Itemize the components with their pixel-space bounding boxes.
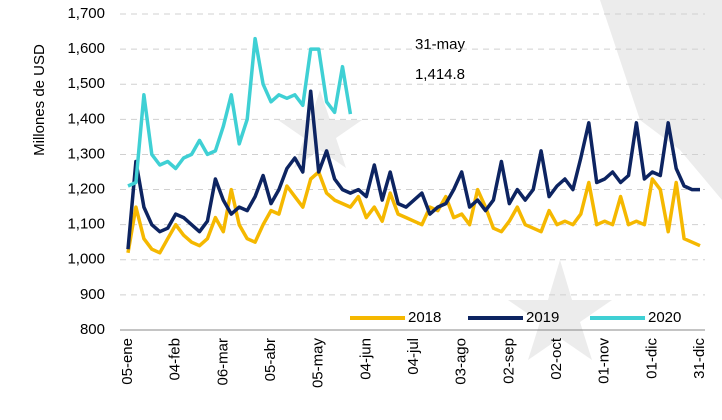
annotation: 1,414.8	[415, 66, 465, 83]
legend-label: 2019	[526, 309, 559, 326]
y-tick-label: 1,200	[67, 181, 105, 198]
x-tick-label: 03-ago	[453, 338, 470, 385]
y-tick-label: 1,300	[67, 145, 105, 162]
x-tick-label: 04-feb	[167, 338, 184, 381]
y-tick-label: 1,600	[67, 40, 105, 57]
y-tick-label: 1,500	[67, 75, 105, 92]
y-tick-label: 1,000	[67, 251, 105, 268]
x-tick-label: 05-ene	[119, 338, 136, 385]
x-tick-label: 01-dic	[643, 338, 660, 379]
legend-label: 2020	[648, 309, 681, 326]
x-tick-label: 06-mar	[214, 338, 231, 386]
annotation: 31-may	[415, 36, 466, 53]
y-tick-label: 900	[80, 286, 105, 303]
x-tick-label: 04-jun	[357, 338, 374, 380]
x-tick-label: 01-nov	[596, 338, 613, 384]
y-tick-label: 800	[80, 321, 105, 338]
y-tick-label: 1,700	[67, 5, 105, 22]
y-tick-label: 1,400	[67, 110, 105, 127]
x-tick-label: 31-dic	[691, 338, 708, 379]
x-tick-label: 05-abr	[262, 338, 279, 381]
y-tick-label: 1,100	[67, 216, 105, 233]
x-tick-label: 04-jul	[405, 338, 422, 375]
legend-label: 2018	[408, 309, 441, 326]
x-tick-label: 02-oct	[548, 337, 565, 380]
x-tick-label: 05-may	[310, 338, 327, 389]
chart: Millones de USD 31-may 1,414.8 800 900 1,0…	[0, 0, 722, 415]
y-axis-title: Millones de USD	[31, 44, 48, 156]
x-tick-label: 02-sep	[500, 338, 517, 384]
